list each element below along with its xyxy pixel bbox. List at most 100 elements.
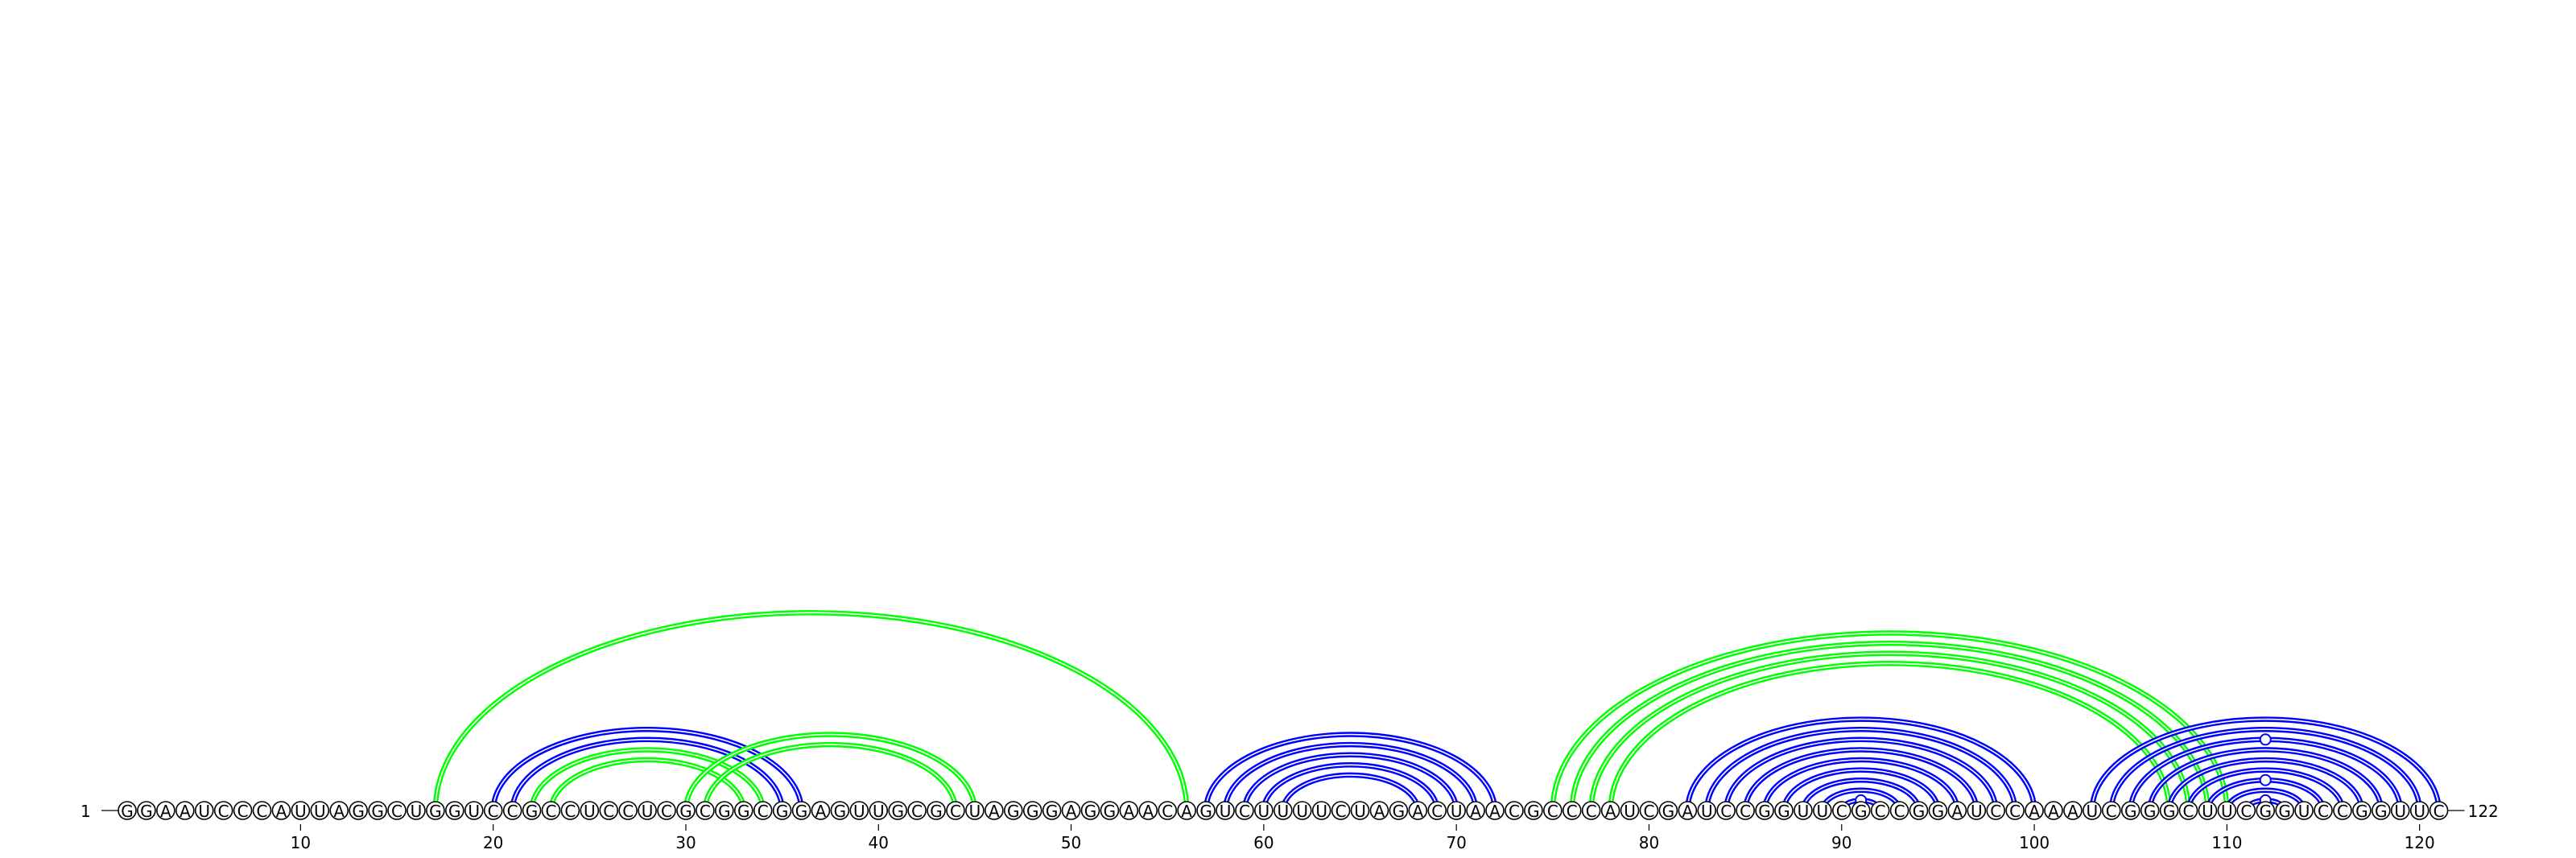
nucleotide-circle [271,801,291,820]
nucleotide-letter: G [1104,802,1117,821]
nucleotide: G [2140,801,2160,821]
nucleotide-letter: G [1855,802,1868,821]
nucleotide-circle [946,801,965,820]
nucleotide: C [213,801,233,821]
nucleotide: A [1369,801,1389,821]
nucleotide-circle [1389,801,1409,820]
nucleotide-circle [2159,801,2179,820]
nucleotide-circle [599,801,619,820]
nucleotide-circle [2083,801,2102,820]
axis-tick: 10 [291,824,311,852]
nucleotide: A [1061,801,1081,821]
nucleotide: C [1889,801,1909,821]
nucleotide: U [1311,801,1331,821]
base-pair-arc [2089,716,2442,811]
nucleotide-letter: C [1740,802,1751,821]
nucleotide-circle [1466,801,1485,820]
nucleotide: G [830,801,850,821]
nucleotide-letter: G [1026,802,1039,821]
nucleotide-letter: U [2298,802,2310,821]
nucleotide-circle [1851,801,1871,820]
nucleotide-circle [1716,801,1736,820]
nucleotide: C [696,801,715,821]
sequence-start-label: 1 [80,802,91,821]
base-pair-arc [1550,630,2230,811]
nucleotide-circle [1292,801,1312,820]
nucleotide: A [811,801,831,821]
position-axis: 10 20 30 40 50 60 70 80 90 100 110 120 [291,824,2435,852]
nucleotide: U [1813,801,1832,821]
tick-label: 40 [869,833,889,852]
nucleotide-circle [2314,801,2333,820]
nucleotide: G [927,801,946,821]
base-pair-arc [1203,732,1498,811]
nucleotide: G [445,801,464,821]
base-pair-arcs [432,610,2442,811]
nucleotide-letter: C [2106,802,2117,821]
nucleotide: U [407,801,426,821]
axis-tick: 80 [1639,824,1659,852]
nucleotide: C [599,801,619,821]
nucleotide: C [1831,801,1852,821]
nucleotide-letter: C [2009,802,2021,821]
nucleotide-circle [2217,801,2237,820]
nucleotide: C [1562,801,1582,821]
nucleotide-circle [2140,801,2160,820]
nucleotide-circle [1581,801,1601,820]
base-pair-arc [1569,640,2211,811]
nucleotide-letter: G [2375,802,2388,821]
nucleotide: G [522,801,542,821]
nucleotide: G [368,801,387,821]
nucleotide-letter: G [371,802,384,821]
nucleotide-circle [1177,801,1196,820]
nucleotide: U [310,801,330,821]
nucleotide-circle [2429,801,2449,820]
nucleotide: G [676,801,696,821]
nucleotide: A [2044,801,2063,821]
nucleotide-circle [1755,801,1774,820]
nucleotide: G [2275,801,2294,821]
nucleotide: A [1947,801,1967,821]
nucleotide: G [1928,801,1948,821]
nucleotide: U [1254,801,1274,821]
nucleotide: G [1022,801,1042,821]
nucleotide-circle [387,801,407,820]
nucleotide: A [156,801,175,821]
nucleotide-circle [1620,801,1640,820]
nucleotide-letter: A [1682,802,1693,821]
nucleotide-circle [1736,801,1755,820]
nucleotide-circle [175,801,195,820]
nucleotide-letter: G [2144,802,2157,821]
nucleotide-letter: U [1817,802,1829,821]
nucleotide-circle [2005,801,2025,820]
axis-tick: 50 [1061,824,1081,852]
tick-label: 30 [675,833,696,852]
nucleotide-circle [811,801,831,820]
nucleotide-letter: C [1567,802,1578,821]
nucleotide-letter: U [1701,802,1713,821]
nucleotide-letter: C [218,802,229,821]
nucleotide-circle [502,801,522,820]
nucleotide-letter: C [1836,802,1847,821]
nucleotide-circle [985,801,1004,820]
nucleotide-letter: C [2434,802,2445,821]
nucleotide: C [618,801,638,821]
nucleotide-letter: U [1451,802,1463,821]
nucleotide-circle [2025,801,2044,820]
nucleotide-letter: A [276,802,287,821]
nucleotide: G [1658,801,1678,821]
base-pair-arc [1588,650,2191,811]
nucleotide: G [2372,801,2391,821]
nucleotide: G [2120,801,2140,821]
nucleotide-circle [830,801,850,820]
nucleotide-circle [560,801,580,820]
nucleotide: U [1620,801,1640,821]
nucleotide-letter: A [815,802,827,821]
nucleotide-letter: U [2221,802,2233,821]
nucleotide-circle [1928,801,1948,820]
nucleotide: U [194,801,214,821]
nucleotide-letter: A [1124,802,1135,821]
nucleotide-letter: G [776,802,789,821]
nucleotide: A [175,801,195,821]
